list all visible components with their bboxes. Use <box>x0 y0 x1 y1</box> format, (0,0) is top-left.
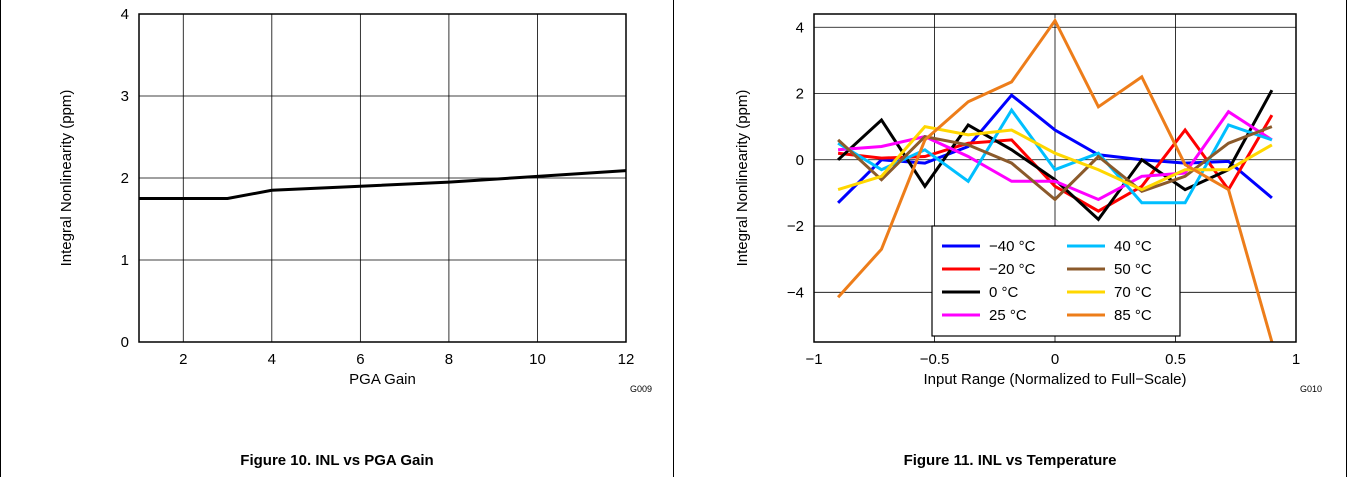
figure-code: G009 <box>630 384 652 394</box>
x-tick-label: 2 <box>179 351 187 368</box>
x-tick-label: 0.5 <box>1165 351 1186 368</box>
x-axis-label: Input Range (Normalized to Full−Scale) <box>923 371 1186 388</box>
x-tick-label: 12 <box>618 351 635 368</box>
x-tick-label: 10 <box>529 351 546 368</box>
x-tick-label: −1 <box>805 351 822 368</box>
legend-label-3: 25 °C <box>989 307 1027 324</box>
legend-label-0: −40 °C <box>989 238 1036 255</box>
figure-11-caption: Figure 11. INL vs Temperature <box>903 452 1117 469</box>
legend-label-6: 70 °C <box>1114 284 1152 301</box>
x-tick-label: −0.5 <box>920 351 950 368</box>
y-tick-label: 4 <box>796 19 804 36</box>
inl-vs-temperature-chart: −1 −0.5 0 0.5 1 −4 −2 0 2 4 Input Range (Normalize… <box>734 13 1322 394</box>
x-tick-label: 4 <box>268 351 276 368</box>
y-axis-label: Integral Nonlinearity (ppm) <box>734 90 751 267</box>
series-line-0 <box>139 169 626 200</box>
figure-10-caption: Figure 10. INL vs PGA Gain <box>240 452 434 469</box>
x-tick-label: 8 <box>445 351 453 368</box>
y-tick-label: 0 <box>121 334 129 351</box>
series-line-3 <box>837 109 1273 202</box>
x-tick-label: 1 <box>1292 351 1300 368</box>
y-tick-label: 4 <box>121 6 129 23</box>
figure-11-panel: −1 −0.5 0 0.5 1 −4 −2 0 2 4 Input Range (Normalize… <box>674 0 1347 477</box>
series-line-4 <box>837 107 1273 205</box>
y-tick-label: 0 <box>796 152 804 169</box>
x-axis-label: PGA Gain <box>349 371 416 388</box>
x-tick-label: 0 <box>1051 351 1059 368</box>
y-tick-label: −4 <box>787 284 804 301</box>
y-tick-label: 3 <box>121 88 129 105</box>
legend-box <box>931 225 1181 337</box>
series-line-7 <box>836 17 1274 342</box>
x-tick-label: 6 <box>356 351 364 368</box>
y-axis-label: Integral Nonlinearity (ppm) <box>58 90 75 267</box>
plot-frame <box>138 13 627 343</box>
legend-label-7: 85 °C <box>1114 307 1152 324</box>
figure-code: G010 <box>1300 384 1322 394</box>
y-tick-label: 2 <box>121 170 129 187</box>
series-line-6 <box>837 124 1273 192</box>
legend-label-4: 40 °C <box>1114 238 1152 255</box>
plot-frame <box>813 13 1297 343</box>
legend-label-2: 0 °C <box>989 284 1019 301</box>
figure-10-panel: 2 4 6 8 10 12 0 1 2 3 4 PGA Gain Integral Nonlineari… <box>0 0 674 477</box>
series-line-5 <box>837 125 1273 202</box>
legend-label-1: −20 °C <box>989 261 1036 278</box>
legend-label-5: 50 °C <box>1114 261 1152 278</box>
y-tick-label: 1 <box>121 252 129 269</box>
y-tick-label: −2 <box>787 218 804 235</box>
series-line-2 <box>837 89 1274 222</box>
y-tick-label: 2 <box>796 86 804 103</box>
